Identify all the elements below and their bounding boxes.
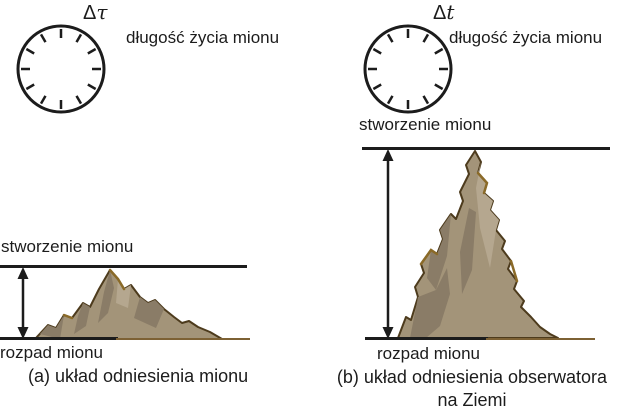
lifetime-label-b: długość życia mionu xyxy=(449,28,603,47)
t-glyph: t xyxy=(446,0,455,24)
caption-b-line1: (b) układ odniesienia obserwatora xyxy=(336,367,608,387)
creation-altitude-line-a xyxy=(0,265,247,268)
caption-b-line2: na Ziemi xyxy=(437,390,507,410)
decay-label-b: rozpad mionu xyxy=(377,344,481,363)
ground-line-a xyxy=(0,337,118,340)
clock-b-face xyxy=(363,24,453,114)
ground-line-a-brown xyxy=(116,338,250,340)
height-arrow-a xyxy=(17,267,29,339)
creation-altitude-line-b xyxy=(362,147,610,150)
mountain-a xyxy=(34,268,223,340)
creation-label-b: stworzenie mionu xyxy=(359,115,492,134)
clock-b-symbol: Δt xyxy=(433,0,454,25)
clock-b-ticks xyxy=(368,29,448,109)
delta-glyph: Δ xyxy=(433,2,447,24)
mountain-a-body xyxy=(34,269,223,340)
clock-a xyxy=(16,24,106,114)
clock-a-symbol: Δτ xyxy=(83,0,107,25)
mountain-b xyxy=(397,150,559,339)
clock-a-face xyxy=(16,24,106,114)
delta-glyph: Δ xyxy=(83,2,97,24)
ground-line-b xyxy=(365,337,488,340)
caption-a: (a) układ odniesienia mionu xyxy=(28,366,249,386)
lifetime-label-a: długość życia mionu xyxy=(126,28,280,47)
tau-glyph: τ xyxy=(96,0,108,24)
ground-line-b-brown xyxy=(486,338,595,340)
creation-label-a: stworzenie mionu xyxy=(1,237,134,256)
clock-a-ticks xyxy=(21,29,101,109)
clock-b xyxy=(363,24,453,114)
height-arrow-b xyxy=(382,149,394,339)
decay-label-a: rozpad mionu xyxy=(0,343,104,362)
